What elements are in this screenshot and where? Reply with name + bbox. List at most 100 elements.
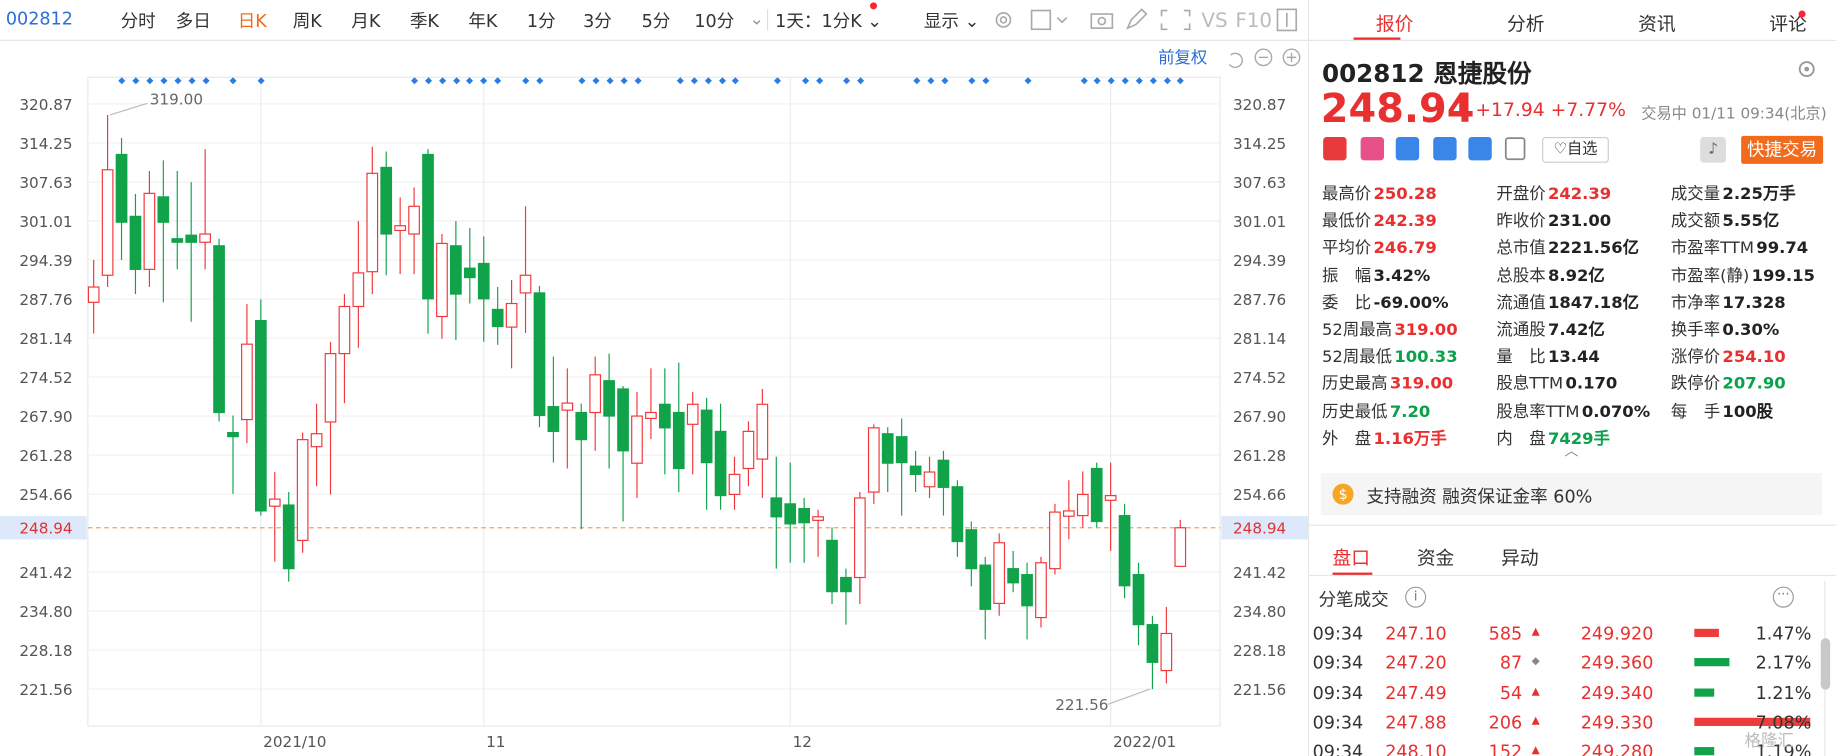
period-tab[interactable]: 年K (468, 10, 498, 32)
stock-code[interactable]: 002812 (5, 8, 73, 30)
toolbar-icons: VS F10 (995, 8, 1298, 32)
candle-body (254, 320, 267, 512)
trade-price: 247.88 (1385, 711, 1447, 733)
event-marker (592, 77, 600, 85)
period-tab[interactable]: 月K (351, 10, 381, 32)
trade-price: 248.10 (1385, 741, 1447, 756)
stat-value: 250.28 (1373, 185, 1437, 204)
zoom-out-icon[interactable] (1254, 48, 1273, 67)
trade-volume: 87 (1499, 652, 1523, 674)
candle-body (909, 465, 922, 475)
badge (869, 2, 878, 10)
watch-button[interactable]: ♡自选 (1542, 136, 1609, 163)
stat-value: 319.00 (1394, 320, 1458, 340)
period-tab[interactable]: 日K (237, 10, 267, 32)
candle-body (631, 415, 643, 464)
event-marker (160, 77, 168, 85)
candle-body (1062, 510, 1075, 517)
period-tab[interactable]: 10分 (694, 10, 735, 32)
trade-price: 247.20 (1385, 652, 1447, 674)
candle-body (171, 238, 184, 243)
pct-bar (1694, 688, 1715, 697)
y-tick-label: 307.63 (1233, 174, 1286, 192)
y-tick-label: 294.39 (1233, 252, 1286, 270)
candle-body (227, 431, 239, 438)
candle-body (700, 409, 713, 464)
low-label: 221.56 (1055, 696, 1108, 714)
y-tick-label: 301.01 (19, 213, 72, 231)
y-tick-label: 281.14 (19, 330, 72, 348)
orderbook-tab[interactable]: 盘口 (1332, 546, 1370, 570)
pct-bar (1694, 628, 1719, 637)
panel-tab[interactable]: 分析 (1506, 12, 1545, 36)
change: +17.94 +7.77% (1475, 98, 1626, 121)
f10-button[interactable]: F10 (1235, 9, 1272, 32)
period-tab[interactable]: 分时 (120, 10, 156, 32)
stat-label: 涨停价 (1670, 347, 1721, 367)
period-tab[interactable]: 1分 (526, 10, 556, 32)
stat-value: 2.25万手 (1722, 185, 1796, 204)
orderbook-tab[interactable]: 异动 (1501, 546, 1539, 570)
tab-underline (1332, 572, 1373, 575)
candle-body (603, 380, 615, 417)
stat: 昨收价 231.00 (1496, 209, 1611, 232)
period-tab[interactable]: 多日 (175, 10, 211, 32)
y-tick-label: 320.87 (1233, 96, 1286, 114)
event-marker (229, 77, 237, 85)
stat-label: 股息TTM (1496, 375, 1564, 394)
zoom-in-icon[interactable] (1282, 48, 1301, 67)
expand-arrow[interactable]: ︿ (1564, 442, 1579, 460)
trade-volume: 152 (1488, 741, 1523, 756)
more-arrow[interactable]: ⌄ (749, 8, 765, 30)
quick-trade-button[interactable]: 快捷交易 (1741, 135, 1824, 164)
menu-icon[interactable]: ··· (1772, 586, 1794, 608)
period-tab[interactable]: 季K (409, 10, 439, 32)
event-marker (578, 77, 586, 85)
period-tab[interactable]: 周K (292, 10, 322, 32)
candle-body (185, 234, 198, 243)
period-select[interactable]: 1天：1分K ⌄ (775, 10, 883, 32)
panel-tab[interactable]: 评论 (1769, 12, 1807, 36)
scrollbar[interactable] (1820, 638, 1831, 690)
stat: 涨停价 254.10 (1671, 344, 1786, 367)
stat: 外 盘 1.16万手 (1322, 426, 1447, 449)
y-tick-label: 261.28 (1233, 447, 1286, 465)
orderbook-tab[interactable]: 资金 (1416, 546, 1455, 570)
trade-price2: 249.920 (1580, 622, 1654, 645)
event-marker (1080, 77, 1088, 85)
stat: 总市值 2221.56亿 (1496, 236, 1639, 259)
candle-body (617, 388, 629, 452)
period-tab[interactable]: 3分 (583, 10, 612, 32)
stat-value: 0.170 (1565, 375, 1618, 394)
candle-body (645, 411, 657, 420)
y-tick-label: 241.42 (19, 564, 72, 582)
candle-body (798, 507, 811, 524)
panel-tab[interactable]: 报价 (1375, 12, 1414, 36)
period-tab[interactable]: 5分 (641, 10, 671, 32)
stat-label: 换手率 (1670, 320, 1721, 340)
display-select[interactable]: 显示 ⌄ (923, 10, 980, 32)
stat-value: 242.39 (1373, 212, 1437, 231)
event-marker (466, 77, 474, 85)
vs-button[interactable]: VS (1201, 9, 1227, 32)
trade-volume: 585 (1488, 622, 1523, 645)
pct-label: 7.08% (1755, 711, 1812, 733)
adjust-label[interactable]: 前复权 (1158, 48, 1207, 67)
event-marker (718, 77, 726, 85)
alert-button[interactable]: ♪ (1700, 136, 1726, 163)
event-marker (773, 77, 782, 85)
stat-value: 5.55亿 (1722, 212, 1780, 231)
trade-price2: 249.330 (1580, 711, 1654, 733)
stat: 成交额 5.55亿 (1671, 209, 1779, 232)
undo-icon[interactable] (1228, 52, 1243, 69)
event-marker (118, 77, 126, 85)
y-tick-label: 301.01 (1233, 213, 1286, 231)
info-icon[interactable]: i (1405, 586, 1427, 608)
badge (1798, 10, 1806, 18)
settings-icon[interactable] (1796, 59, 1817, 80)
stat-label: 市盈率TTM (1670, 239, 1754, 259)
stat-value: 242.39 (1547, 185, 1612, 204)
panel-tab[interactable]: 资讯 (1638, 12, 1676, 36)
candle-body (241, 343, 253, 421)
stat-value: 254.10 (1722, 347, 1786, 367)
